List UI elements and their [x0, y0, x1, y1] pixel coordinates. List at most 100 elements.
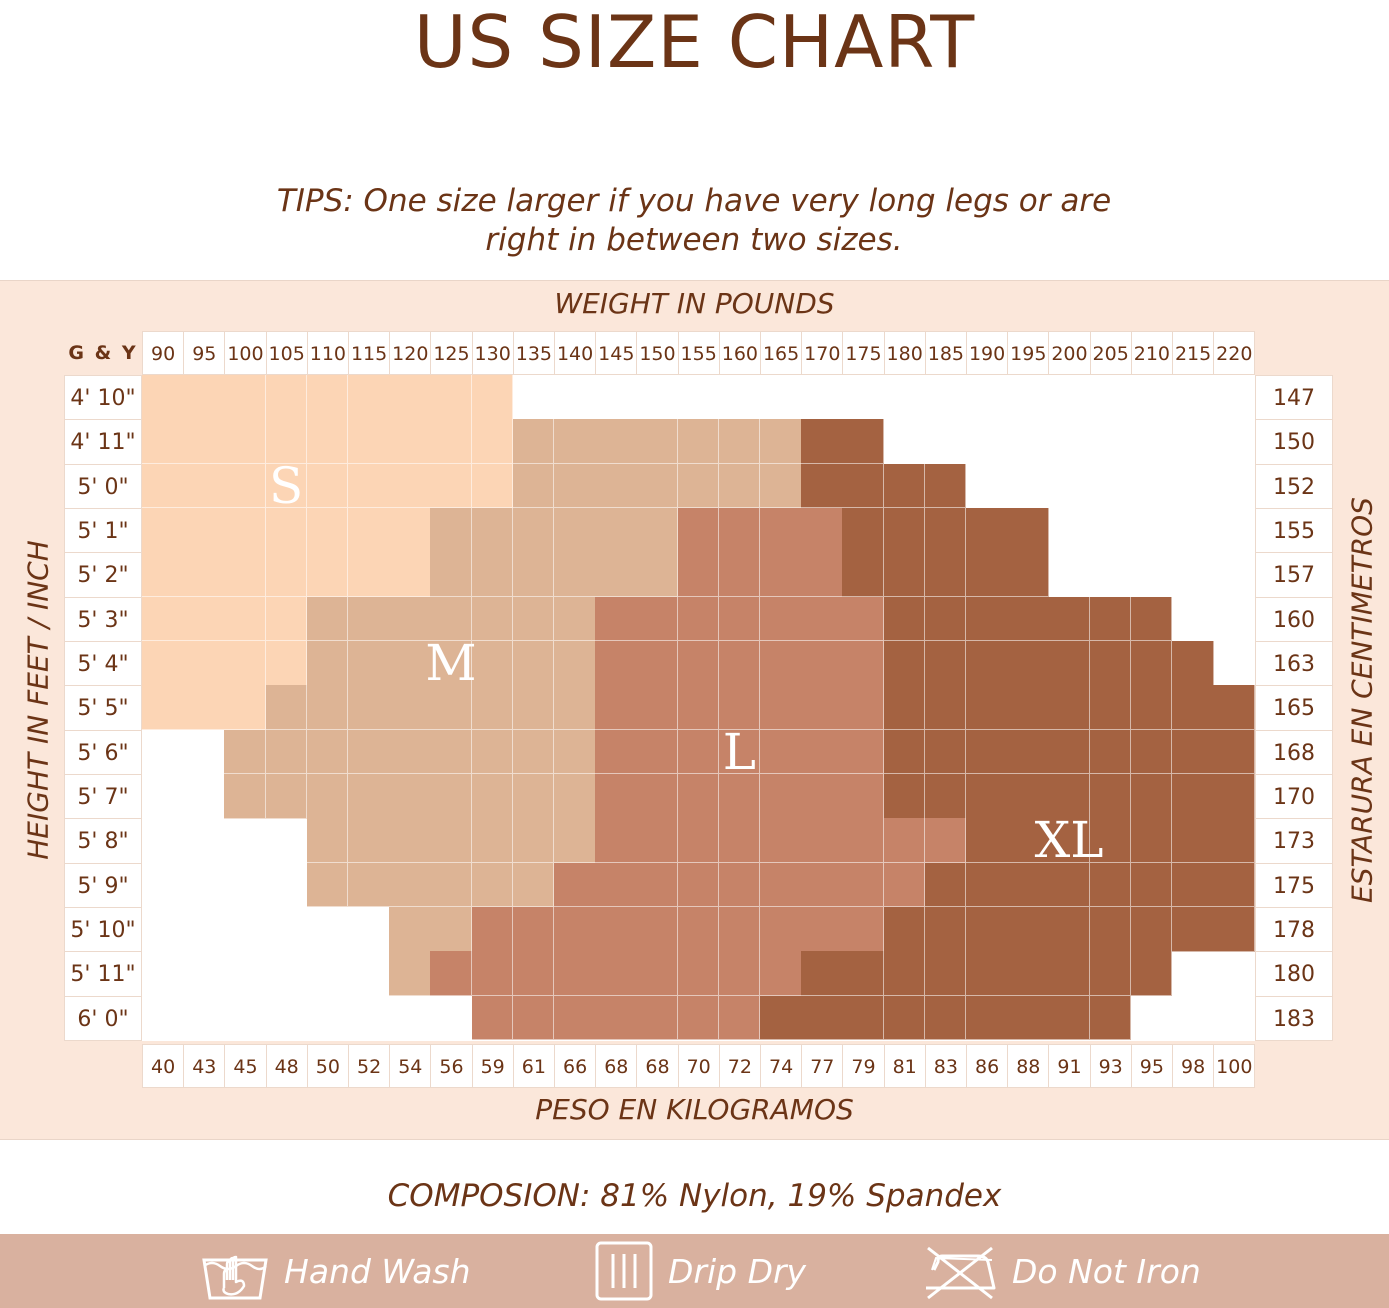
size-cell-s [183, 552, 225, 598]
weight-lb-tick-label: 145 [598, 343, 635, 365]
size-cell-m [306, 862, 349, 908]
size-cell-m [471, 552, 514, 598]
size-cell-m [471, 596, 514, 642]
size-cell-m [677, 463, 720, 509]
weight-lb-tick: 105 [265, 331, 308, 375]
size-cell-xl [966, 951, 1008, 997]
height-ft-tick-label: 4' 10" [70, 386, 136, 411]
weight-lb-tick: 140 [554, 331, 597, 375]
size-cell-xl [924, 906, 967, 952]
size-cell-m [389, 596, 431, 642]
size-cell-l [718, 995, 761, 1041]
size-cell-m [430, 596, 473, 642]
weight-kg-tick: 88 [1007, 1044, 1050, 1088]
size-cell-m [512, 818, 555, 864]
weight-lb-tick-label: 175 [845, 343, 882, 365]
size-cell-l [677, 640, 720, 686]
size-cell-s [306, 507, 349, 553]
size-cell-l [760, 685, 802, 731]
care-label-do-not-iron: Do Not Iron [1012, 1251, 1201, 1291]
size-cell-l [718, 596, 761, 642]
size-cell-l [554, 995, 596, 1041]
size-cell-l [801, 640, 843, 686]
height-ft-tick-label: 5' 0" [77, 474, 129, 500]
weight-kg-tick-label: 70 [686, 1056, 711, 1078]
height-cm-tick-label: 155 [1273, 518, 1315, 544]
weight-kg-title: PESO EN KILOGRAMOS [535, 1093, 854, 1126]
size-cell-s [265, 463, 308, 509]
size-cell-m [760, 419, 802, 465]
height-ft-tick-label: 6' 0" [77, 1006, 129, 1032]
size-cell-m [389, 640, 431, 686]
size-cell-l [760, 906, 802, 952]
size-cell-s [183, 507, 225, 553]
size-cell-m [389, 729, 431, 775]
size-cell-s [348, 552, 390, 598]
size-cell-l [636, 685, 679, 731]
weight-lb-tick: 135 [512, 331, 555, 375]
size-cell-l [512, 995, 555, 1041]
weight-lb-tick-label: 205 [1092, 343, 1129, 365]
height-ft-tick: 5' 0" [64, 463, 142, 509]
size-cell-l [718, 818, 761, 864]
height-ft-tick-label: 5' 3" [77, 607, 129, 633]
size-cell-s [224, 463, 267, 509]
size-cell-m [512, 685, 555, 731]
weight-lb-tick-label: 165 [762, 343, 800, 365]
care-drip-dry: Drip Dry [594, 1234, 806, 1308]
weight-lb-tick-label: 210 [1133, 343, 1171, 365]
height-cm-tick: 165 [1255, 685, 1333, 731]
care-do-not-iron: Do Not Iron [922, 1234, 1201, 1308]
size-cell-m [595, 419, 637, 465]
weight-kg-tick: 72 [718, 1044, 761, 1088]
size-cell-xl [966, 596, 1008, 642]
size-cell-s [265, 419, 308, 465]
height-ft-tick-label: 5' 8" [77, 829, 129, 855]
size-cell-l [595, 995, 637, 1041]
size-cell-s [142, 375, 184, 420]
size-cell-m [512, 773, 555, 819]
weight-kg-tick-label: 48 [274, 1056, 299, 1078]
weight-kg-tick-label: 40 [151, 1056, 176, 1078]
size-cell-m [224, 729, 267, 775]
weight-kg-tick: 68 [636, 1044, 679, 1088]
height-ft-tick: 5' 10" [64, 906, 142, 953]
size-cell-s [224, 419, 267, 465]
size-cell-m [512, 507, 555, 553]
size-cell-l [554, 906, 596, 952]
weight-lb-tick-label: 200 [1051, 343, 1088, 365]
weight-lb-tick-label: 195 [1010, 343, 1047, 365]
size-cell-l [636, 862, 679, 908]
size-cell-m [471, 685, 514, 731]
size-cell-m [471, 773, 514, 819]
weight-kg-tick: 93 [1089, 1044, 1132, 1088]
size-cell-xl [1007, 507, 1049, 553]
size-cell-l [718, 729, 761, 775]
size-cell-l [842, 685, 885, 731]
height-cm-tick-label: 180 [1273, 962, 1315, 988]
weight-kg-tick-label: 56 [439, 1056, 464, 1078]
height-ft-tick: 4' 10" [64, 375, 142, 421]
size-cell-s [265, 375, 308, 420]
tips-line-2: right in between two sizes. [485, 222, 903, 258]
size-cell-xl [1048, 951, 1091, 997]
size-cell-l [801, 906, 843, 952]
weight-kg-tick-label: 91 [1057, 1056, 1082, 1078]
size-label-l: L [722, 722, 756, 781]
size-cell-l [801, 685, 843, 731]
size-cell-xl [924, 773, 967, 819]
size-cell-m [389, 862, 431, 908]
size-cell-xl [1007, 862, 1049, 908]
height-cm-tick: 178 [1255, 906, 1333, 953]
size-cell-s [306, 463, 349, 509]
height-cm-tick-label: 183 [1273, 1006, 1315, 1032]
weight-lb-tick-label: 110 [309, 343, 347, 365]
size-cell-xl [1089, 729, 1132, 775]
size-cell-m [306, 729, 349, 775]
size-grid: S M L XL [142, 375, 1255, 1041]
size-cell-m [348, 685, 390, 731]
size-cell-m [512, 463, 555, 509]
weight-lb-tick: 220 [1213, 331, 1256, 375]
size-cell-l [677, 818, 720, 864]
weight-lb-tick-label: 115 [350, 343, 388, 365]
